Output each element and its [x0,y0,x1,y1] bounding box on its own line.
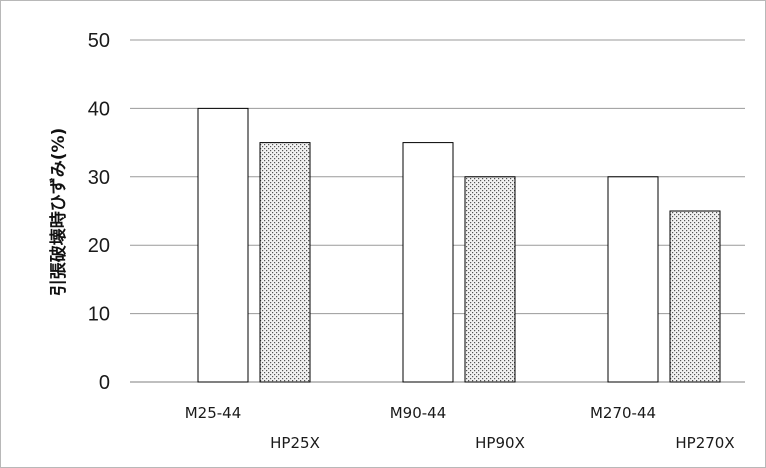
y-axis-label: 引張破壊時ひずみ(%) [48,128,69,297]
y-tick-label: 20 [88,235,110,257]
y-tick-label: 30 [88,167,110,189]
x-axis-labels: M25-44 M90-44 M270-44 HP25X HP90X HP270X [185,404,735,452]
y-tick-label: 0 [99,372,110,394]
y-axis-ticks: 0 10 20 30 40 50 [88,30,110,394]
y-tick-label: 50 [88,30,110,52]
x-category-label: HP270X [675,434,734,452]
x-category-label: M25-44 [185,404,242,422]
bar [259,142,311,383]
bars [197,107,721,383]
x-category-label: M270-44 [590,404,656,422]
x-category-label: HP25X [270,434,320,452]
y-tick-label: 40 [88,98,110,120]
bar [197,107,249,383]
x-category-label: M90-44 [390,404,447,422]
bar [402,142,454,383]
x-category-label: HP90X [475,434,525,452]
bar [607,176,659,383]
y-tick-label: 10 [88,304,110,326]
bar [464,176,516,383]
bar [669,210,721,383]
